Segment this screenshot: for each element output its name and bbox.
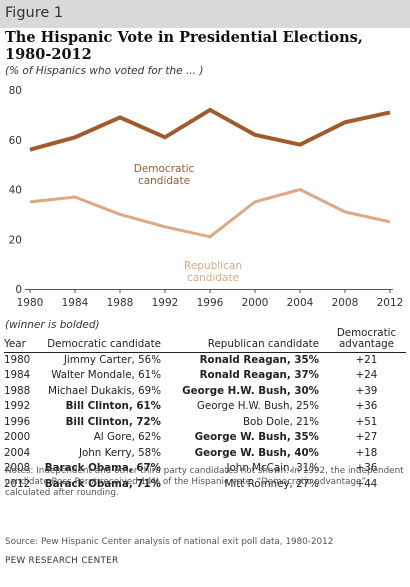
- table-row: 2000 Al Gore, 62% George W. Bush, 35% +27: [4, 430, 406, 446]
- cell-dem-candidate: Jimmy Carter, 56%: [63, 353, 161, 366]
- y-tick-label: 0: [15, 284, 22, 296]
- x-tick-label: 2012: [377, 297, 404, 309]
- cell-dem-advantage: +51: [355, 415, 378, 428]
- figure-header-bar: Figure 1: [0, 0, 410, 28]
- democratic-series-label: Democratic: [134, 163, 195, 175]
- results-table: Year Democratic candidate Republican can…: [4, 325, 406, 492]
- cell-year: 1992: [4, 400, 31, 412]
- chart-source: Source: Pew Hispanic Center analysis of …: [5, 537, 334, 547]
- cell-dem-advantage: +36: [355, 400, 378, 412]
- chart-title-line-1: The Hispanic Vote in Presidential Electi…: [5, 29, 363, 46]
- cell-rep-candidate: George H.W. Bush, 25%: [196, 400, 319, 412]
- x-tick-label: 2000: [242, 297, 269, 309]
- y-tick-label: 60: [9, 135, 22, 147]
- democratic-series-line: [29, 107, 391, 152]
- header-dem-candidate: Democratic candidate: [34, 325, 169, 353]
- chart-title-line-2: 1980-2012: [5, 46, 92, 63]
- y-tick-label: 40: [9, 185, 22, 197]
- cell-dem-candidate: Al Gore, 62%: [93, 431, 161, 443]
- chart-notes: Notes: Independent and other third party…: [5, 466, 404, 498]
- organization-name: PEW RESEARCH CENTER: [5, 556, 119, 566]
- cell-dem-candidate: John Kerry, 58%: [78, 446, 161, 459]
- cell-dem-advantage: +18: [355, 446, 378, 459]
- cell-dem-advantage: +36: [355, 462, 378, 474]
- cell-rep-candidate: George W. Bush, 40%: [194, 446, 319, 459]
- cell-dem-candidate: Bill Clinton, 61%: [65, 400, 161, 412]
- y-tick-label: 80: [9, 85, 22, 97]
- x-tick-label: 2004: [287, 297, 314, 309]
- republican-series-label: candidate: [187, 272, 239, 284]
- table-body: 1980 Jimmy Carter, 56% Ronald Reagan, 35% +…: [4, 352, 406, 492]
- republican-series-label: Republican: [184, 260, 242, 272]
- chart-subtitle: (% of Hispanics who voted for the ... ): [5, 65, 204, 77]
- republican-series-line: [29, 187, 391, 239]
- table-row: 2012 Barack Obama, 71% Mitt Romney, 27% +44: [4, 477, 406, 493]
- cell-dem-candidate: Michael Dukakis, 69%: [48, 384, 161, 397]
- table-row: 1984 Walter Mondale, 61% Ronald Reagan, 37…: [4, 368, 406, 384]
- cell-dem-candidate: Bill Clinton, 72%: [65, 415, 161, 428]
- cell-dem-advantage: +44: [355, 477, 378, 490]
- x-tick-label: 2008: [332, 297, 359, 309]
- x-tick-label: 1980: [17, 297, 44, 309]
- x-tick-label: 1984: [62, 297, 89, 309]
- header-dem-advantage: Democratic advantage: [327, 325, 406, 353]
- cell-dem-advantage: +21: [355, 353, 378, 366]
- cell-dem-candidate: Barack Obama, 67%: [44, 462, 161, 474]
- cell-year: 1996: [4, 415, 31, 428]
- cell-dem-candidate: Walter Mondale, 61%: [51, 369, 161, 381]
- table-header-row: Year Democratic candidate Republican can…: [4, 325, 406, 353]
- header-year: Year: [4, 325, 34, 353]
- cell-rep-candidate: Mitt Romney, 27%: [224, 477, 319, 490]
- cell-rep-candidate: George H.W. Bush, 30%: [182, 384, 319, 397]
- chart-title: The Hispanic Vote in Presidential Electi…: [5, 29, 405, 63]
- header-rep-candidate: Republican candidate: [169, 325, 327, 353]
- cell-year: 2004: [4, 446, 31, 459]
- cell-dem-advantage: +39: [355, 384, 378, 397]
- cell-rep-candidate: George W. Bush, 35%: [194, 431, 319, 443]
- line-chart: 0 20 40 60 80 1980 1984 1988 1992 1996 2000 2004 200…: [9, 85, 404, 309]
- table-row: 1996 Bill Clinton, 72% Bob Dole, 21% +51: [4, 415, 406, 431]
- cell-rep-candidate: Bob Dole, 21%: [242, 415, 319, 428]
- cell-dem-advantage: +27: [355, 431, 378, 443]
- table-row: 2004 John Kerry, 58% George W. Bush, 40% +1…: [4, 446, 406, 462]
- table-row: 1988 Michael Dukakis, 69% George H.W. Bush…: [4, 384, 406, 400]
- x-tick-label: 1988: [107, 297, 134, 309]
- y-tick-label: 20: [9, 234, 22, 246]
- x-tick-label: 1996: [197, 297, 224, 309]
- cell-year: 2000: [4, 431, 31, 443]
- cell-year: 1984: [4, 369, 31, 381]
- figure-label: Figure 1: [5, 5, 64, 21]
- cell-rep-candidate: Ronald Reagan, 35%: [199, 353, 319, 366]
- table-row: 2008 Barack Obama, 67% John McCain, 31% +36: [4, 461, 406, 477]
- cell-rep-candidate: Ronald Reagan, 37%: [199, 369, 319, 381]
- cell-year: 2008: [4, 462, 31, 474]
- cell-year: 2012: [4, 477, 31, 490]
- cell-year: 1988: [4, 384, 31, 397]
- table-row: 1992 Bill Clinton, 61% George H.W. Bush, 2…: [4, 399, 406, 415]
- table-row: 1980 Jimmy Carter, 56% Ronald Reagan, 35% +…: [4, 352, 406, 368]
- x-tick-label: 1992: [152, 297, 179, 309]
- cell-dem-candidate: Barack Obama, 71%: [44, 477, 161, 490]
- cell-dem-advantage: +24: [355, 369, 378, 381]
- cell-year: 1980: [4, 353, 31, 366]
- cell-rep-candidate: John McCain, 31%: [226, 462, 319, 474]
- democratic-series-label: candidate: [138, 175, 190, 187]
